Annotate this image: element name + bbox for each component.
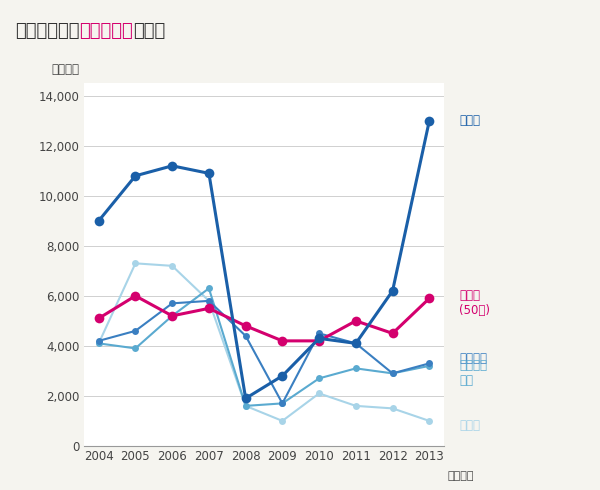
Text: 情報通信
機械: 情報通信 機械 xyxy=(459,359,487,388)
Text: （億円）: （億円） xyxy=(52,63,80,76)
Text: 製薬協
(50社): 製薬協 (50社) xyxy=(459,290,490,318)
Text: 電気機械: 電気機械 xyxy=(459,352,487,365)
Text: 鉄銅業: 鉄銅業 xyxy=(459,419,480,432)
Text: （年度）: （年度） xyxy=(448,471,474,481)
Text: の推移: の推移 xyxy=(133,22,166,40)
Text: 国内納税顕: 国内納税顕 xyxy=(79,22,133,40)
Text: 自動車: 自動車 xyxy=(459,114,480,127)
Text: 主要製造業の: 主要製造業の xyxy=(15,22,79,40)
